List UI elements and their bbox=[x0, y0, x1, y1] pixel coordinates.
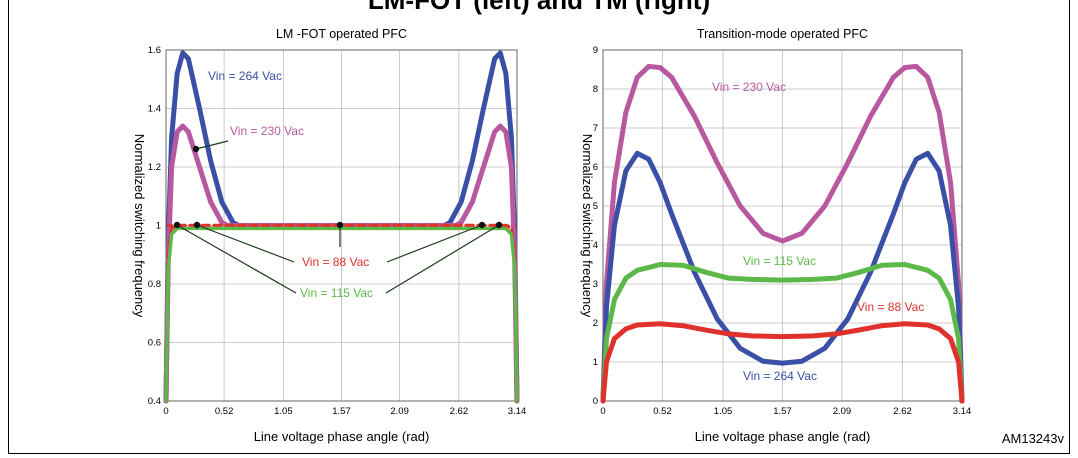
y-tick-label: 1.4 bbox=[148, 104, 161, 115]
y-axis-label: Normalized switching frequency bbox=[580, 134, 595, 318]
x-tick-label: 2.09 bbox=[390, 406, 409, 417]
figure-code: AM13243v bbox=[1001, 431, 1064, 446]
series-annotation: Vin = 230 Vac bbox=[712, 80, 786, 94]
x-tick-label: 3.14 bbox=[953, 406, 972, 417]
x-tick-label: 2.62 bbox=[450, 406, 469, 417]
x-tick-label: 1.57 bbox=[773, 406, 792, 417]
y-tick-label: 2 bbox=[593, 318, 598, 329]
chart-title: LM -FOT operated PFC bbox=[276, 27, 407, 41]
figure-frame bbox=[8, 0, 1070, 454]
x-tick-label: 1.05 bbox=[714, 406, 733, 417]
annotation-leader bbox=[196, 224, 295, 263]
figure-title: LM-FOT (left) and TM (right) bbox=[367, 0, 711, 15]
series-annotation: Vin = 88 Vac bbox=[302, 255, 369, 269]
annotation-marker bbox=[478, 221, 486, 229]
chart-title: Transition-mode operated PFC bbox=[697, 27, 868, 41]
x-tick-label: 3.14 bbox=[508, 406, 527, 417]
y-tick-label: 0.8 bbox=[148, 279, 161, 290]
series-line bbox=[600, 63, 965, 404]
annotation-marker bbox=[173, 221, 181, 229]
x-tick-label: 0 bbox=[163, 406, 168, 417]
annotation-leader bbox=[195, 140, 229, 150]
series-line bbox=[600, 262, 965, 404]
y-tick-label: 1 bbox=[593, 357, 598, 368]
y-axis-label: Normalized switching frequency bbox=[132, 134, 147, 318]
series-annotation: Vin = 115 Vac bbox=[300, 286, 373, 300]
series-annotation: Vin = 264 Vac bbox=[743, 369, 817, 383]
x-tick-label: 0 bbox=[600, 406, 605, 417]
annotation-leader bbox=[385, 224, 500, 294]
y-tick-label: 8 bbox=[593, 84, 598, 95]
y-tick-label: 0.6 bbox=[148, 338, 161, 349]
y-tick-label: 0.4 bbox=[148, 396, 161, 407]
series-line bbox=[164, 226, 519, 403]
y-tick-label: 1.2 bbox=[148, 162, 161, 173]
annotation-marker bbox=[193, 221, 201, 229]
x-tick-label: 2.09 bbox=[833, 406, 852, 417]
x-tick-label: 2.62 bbox=[893, 406, 912, 417]
y-tick-label: 6 bbox=[593, 162, 598, 173]
y-tick-label: 1.6 bbox=[148, 45, 161, 56]
series-line bbox=[600, 321, 965, 404]
annotation-leader bbox=[386, 224, 483, 263]
series-annotation: Vin = 88 Vac bbox=[857, 300, 924, 314]
series-annotation: Vin = 264 Vac bbox=[208, 69, 282, 83]
x-tick-label: 1.57 bbox=[332, 406, 351, 417]
annotation-marker bbox=[192, 145, 200, 153]
series-annotation: Vin = 115 Vac bbox=[743, 254, 816, 268]
y-tick-label: 0 bbox=[593, 396, 598, 407]
annotation-marker bbox=[336, 221, 344, 229]
annotation-leader bbox=[176, 224, 297, 294]
y-tick-label: 9 bbox=[593, 45, 598, 56]
annotation-marker bbox=[495, 221, 503, 229]
x-tick-label: 0.52 bbox=[215, 406, 234, 417]
series-annotation: Vin = 230 Vac bbox=[230, 124, 304, 138]
y-tick-label: 4 bbox=[593, 240, 598, 251]
x-tick-label: 1.05 bbox=[274, 406, 293, 417]
y-tick-label: 7 bbox=[593, 123, 598, 134]
y-tick-label: 5 bbox=[593, 201, 598, 212]
x-axis-label: Line voltage phase angle (rad) bbox=[254, 429, 430, 444]
x-tick-label: 0.52 bbox=[653, 406, 672, 417]
plot-area bbox=[165, 49, 518, 402]
series-line bbox=[600, 150, 965, 404]
plot-area bbox=[602, 49, 963, 402]
y-tick-label: 1 bbox=[156, 221, 161, 232]
y-tick-label: 3 bbox=[593, 279, 598, 290]
x-axis-label: Line voltage phase angle (rad) bbox=[695, 429, 871, 444]
